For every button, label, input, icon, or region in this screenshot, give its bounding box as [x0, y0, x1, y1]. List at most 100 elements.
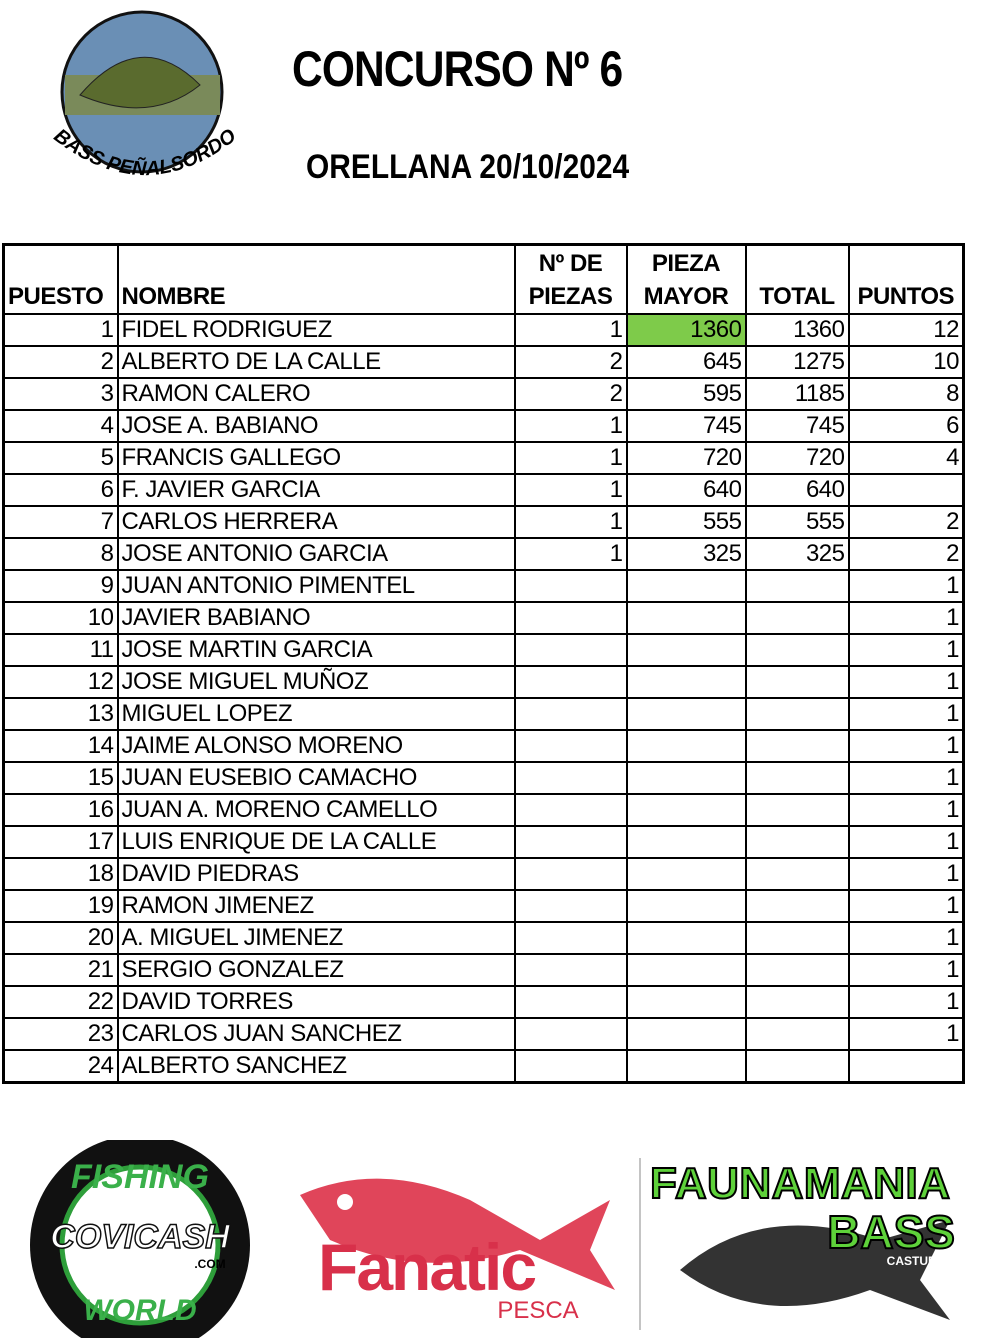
- cell-puesto: 9: [2, 569, 119, 603]
- header-row: PUESTO NOMBRE Nº DE PIEZAS PIEZA MAYOR TOTAL…: [2, 243, 965, 315]
- cell-puesto: 8: [2, 537, 119, 571]
- cell-mayor: 325: [625, 537, 747, 571]
- cell-piezas: [513, 601, 628, 635]
- cell-total: 555: [744, 505, 850, 539]
- title: CONCURSO Nº 6: [292, 41, 623, 97]
- cell-puntos: 1: [847, 569, 965, 603]
- cell-nombre: JOSE ANTONIO GARCIA: [116, 537, 516, 571]
- cell-nombre: JOSE MARTIN GARCIA: [116, 633, 516, 667]
- cell-puesto: 10: [2, 601, 119, 635]
- table-row: 1 FIDEL RODRIGUEZ 1 1360 1360 12: [2, 313, 965, 347]
- cell-puntos: 1: [847, 985, 965, 1019]
- cell-nombre: DAVID TORRES: [116, 985, 516, 1019]
- cell-nombre: JAIME ALONSO MORENO: [116, 729, 516, 763]
- cell-nombre: JOSE MIGUEL MUÑOZ: [116, 665, 516, 699]
- cell-total: [744, 793, 850, 827]
- cell-piezas: [513, 857, 628, 891]
- cell-total: [744, 665, 850, 699]
- cell-puesto: 6: [2, 473, 119, 507]
- cell-total: [744, 697, 850, 731]
- cell-puesto: 20: [2, 921, 119, 955]
- cell-puntos: [847, 473, 965, 507]
- cell-puntos: 1: [847, 761, 965, 795]
- cell-puntos: 12: [847, 313, 965, 347]
- cell-mayor: 745: [625, 409, 747, 443]
- table-row: 5 FRANCIS GALLEGO 1 720 720 4: [2, 441, 965, 475]
- table-row: 24 ALBERTO SANCHEZ: [2, 1049, 965, 1084]
- cell-puntos: 1: [847, 697, 965, 731]
- cell-piezas: [513, 793, 628, 827]
- table-row: 21 SERGIO GONZALEZ 1: [2, 953, 965, 987]
- cell-puesto: 12: [2, 665, 119, 699]
- cell-mayor: [625, 569, 747, 603]
- cell-piezas: 1: [513, 505, 628, 539]
- cell-puesto: 21: [2, 953, 119, 987]
- cell-puntos: 1: [847, 793, 965, 827]
- cell-total: [744, 985, 850, 1019]
- cell-puesto: 5: [2, 441, 119, 475]
- cell-puesto: 18: [2, 857, 119, 891]
- cell-puesto: 4: [2, 409, 119, 443]
- sponsor-name: COVICASH: [50, 1218, 231, 1256]
- cell-puesto: 23: [2, 1017, 119, 1051]
- cell-piezas: [513, 697, 628, 731]
- cell-mayor: [625, 761, 747, 795]
- cell-piezas: [513, 953, 628, 987]
- cell-mayor: [625, 1017, 747, 1051]
- cell-mayor: [625, 1049, 747, 1084]
- sponsor-top: FISHING: [71, 1158, 209, 1196]
- cell-nombre: A. MIGUEL JIMENEZ: [116, 921, 516, 955]
- cell-mayor: [625, 825, 747, 859]
- cell-total: [744, 729, 850, 763]
- cell-piezas: 1: [513, 441, 628, 475]
- table-row: 22 DAVID TORRES 1: [2, 985, 965, 1019]
- cell-puntos: 6: [847, 409, 965, 443]
- sponsor-domain: .COM: [194, 1257, 225, 1271]
- column-header: PUNTOS: [847, 243, 965, 315]
- cell-nombre: FRANCIS GALLEGO: [116, 441, 516, 475]
- cell-total: [744, 825, 850, 859]
- cell-nombre: JUAN EUSEBIO CAMACHO: [116, 761, 516, 795]
- table-row: 8 JOSE ANTONIO GARCIA 1 325 325 2: [2, 537, 965, 571]
- cell-nombre: LUIS ENRIQUE DE LA CALLE: [116, 825, 516, 859]
- cell-piezas: 1: [513, 473, 628, 507]
- cell-mayor: [625, 665, 747, 699]
- cell-piezas: 1: [513, 313, 628, 347]
- cell-puntos: 1: [847, 889, 965, 923]
- column-header: Nº DE PIEZAS: [513, 243, 628, 315]
- cell-nombre: RAMON CALERO: [116, 377, 516, 411]
- results-table: PUESTO NOMBRE Nº DE PIEZAS PIEZA MAYOR TOTAL…: [2, 243, 965, 1084]
- column-header: NOMBRE: [116, 243, 516, 315]
- table-row: 9 JUAN ANTONIO PIMENTEL 1: [2, 569, 965, 603]
- cell-nombre: SERGIO GONZALEZ: [116, 953, 516, 987]
- cell-puntos: 1: [847, 1017, 965, 1051]
- cell-nombre: JUAN A. MORENO CAMELLO: [116, 793, 516, 827]
- table-row: 10 JAVIER BABIANO 1: [2, 601, 965, 635]
- cell-puntos: 1: [847, 953, 965, 987]
- table-row: 6 F. JAVIER GARCIA 1 640 640: [2, 473, 965, 507]
- cell-mayor: 645: [625, 345, 747, 379]
- table-row: 17 LUIS ENRIQUE DE LA CALLE 1: [2, 825, 965, 859]
- cell-mayor: 595: [625, 377, 747, 411]
- cell-puesto: 13: [2, 697, 119, 731]
- cell-puntos: 1: [847, 633, 965, 667]
- cell-piezas: 2: [513, 377, 628, 411]
- cell-mayor: [625, 793, 747, 827]
- table-row: 18 DAVID PIEDRAS 1: [2, 857, 965, 891]
- cell-total: 325: [744, 537, 850, 571]
- cell-puesto: 3: [2, 377, 119, 411]
- cell-nombre: ALBERTO SANCHEZ: [116, 1049, 516, 1084]
- cell-total: 1185: [744, 377, 850, 411]
- table-row: 2 ALBERTO DE LA CALLE 2 645 1275 10: [2, 345, 965, 379]
- cell-puesto: 1: [2, 313, 119, 347]
- cell-nombre: DAVID PIEDRAS: [116, 857, 516, 891]
- cell-piezas: 1: [513, 409, 628, 443]
- cell-puntos: 8: [847, 377, 965, 411]
- table-row: 23 CARLOS JUAN SANCHEZ 1: [2, 1017, 965, 1051]
- cell-total: [744, 1049, 850, 1084]
- sponsor-sub: CASTUERA: [887, 1254, 954, 1268]
- cell-nombre: CARLOS HERRERA: [116, 505, 516, 539]
- cell-puntos: 2: [847, 505, 965, 539]
- cell-nombre: JOSE A. BABIANO: [116, 409, 516, 443]
- table-row: 4 JOSE A. BABIANO 1 745 745 6: [2, 409, 965, 443]
